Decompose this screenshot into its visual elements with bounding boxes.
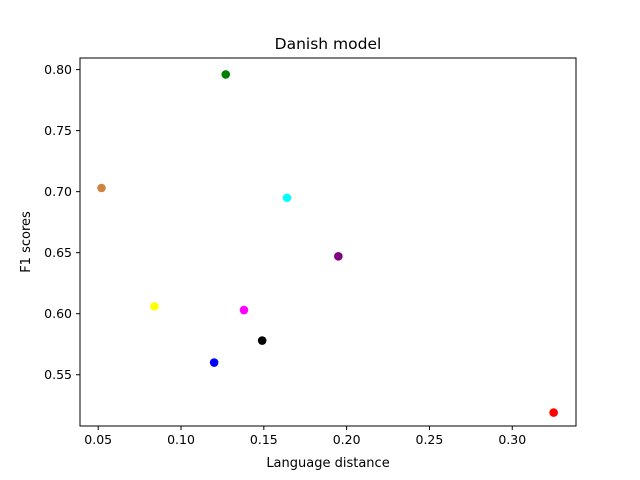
data-point <box>282 193 292 203</box>
data-point <box>221 70 231 79</box>
x-tick-label: 0.10 <box>167 432 195 447</box>
data-point <box>257 336 267 345</box>
data-point <box>209 358 219 367</box>
data-point <box>334 252 343 261</box>
x-axis-label: Language distance <box>266 456 389 471</box>
y-tick-label: 0.55 <box>44 367 72 382</box>
y-axis-label: F1 scores <box>19 211 34 273</box>
x-tick-label: 0.20 <box>333 432 361 447</box>
x-tick-label: 0.15 <box>250 432 278 447</box>
x-tick-label: 0.30 <box>498 432 526 447</box>
chart-title: Danish model <box>275 35 382 53</box>
y-tick-label: 0.60 <box>44 306 72 321</box>
x-tick-label: 0.05 <box>84 432 112 447</box>
data-point <box>150 302 159 311</box>
data-point <box>239 305 249 315</box>
y-tick-label: 0.65 <box>44 245 72 260</box>
y-tick-label: 0.75 <box>44 123 72 138</box>
x-axis-ticks: 0.05 0.10 0.15 0.20 0.25 0.30 <box>84 426 526 447</box>
x-tick-label: 0.25 <box>416 432 444 447</box>
y-tick-label: 0.80 <box>44 62 72 77</box>
plot-area-frame <box>79 57 577 427</box>
y-tick-label: 0.70 <box>44 184 72 199</box>
data-point <box>97 183 106 193</box>
data-point <box>549 408 558 417</box>
data-points <box>97 70 558 417</box>
y-axis-ticks: 0.55 0.60 0.65 0.70 0.75 0.80 <box>44 62 80 382</box>
